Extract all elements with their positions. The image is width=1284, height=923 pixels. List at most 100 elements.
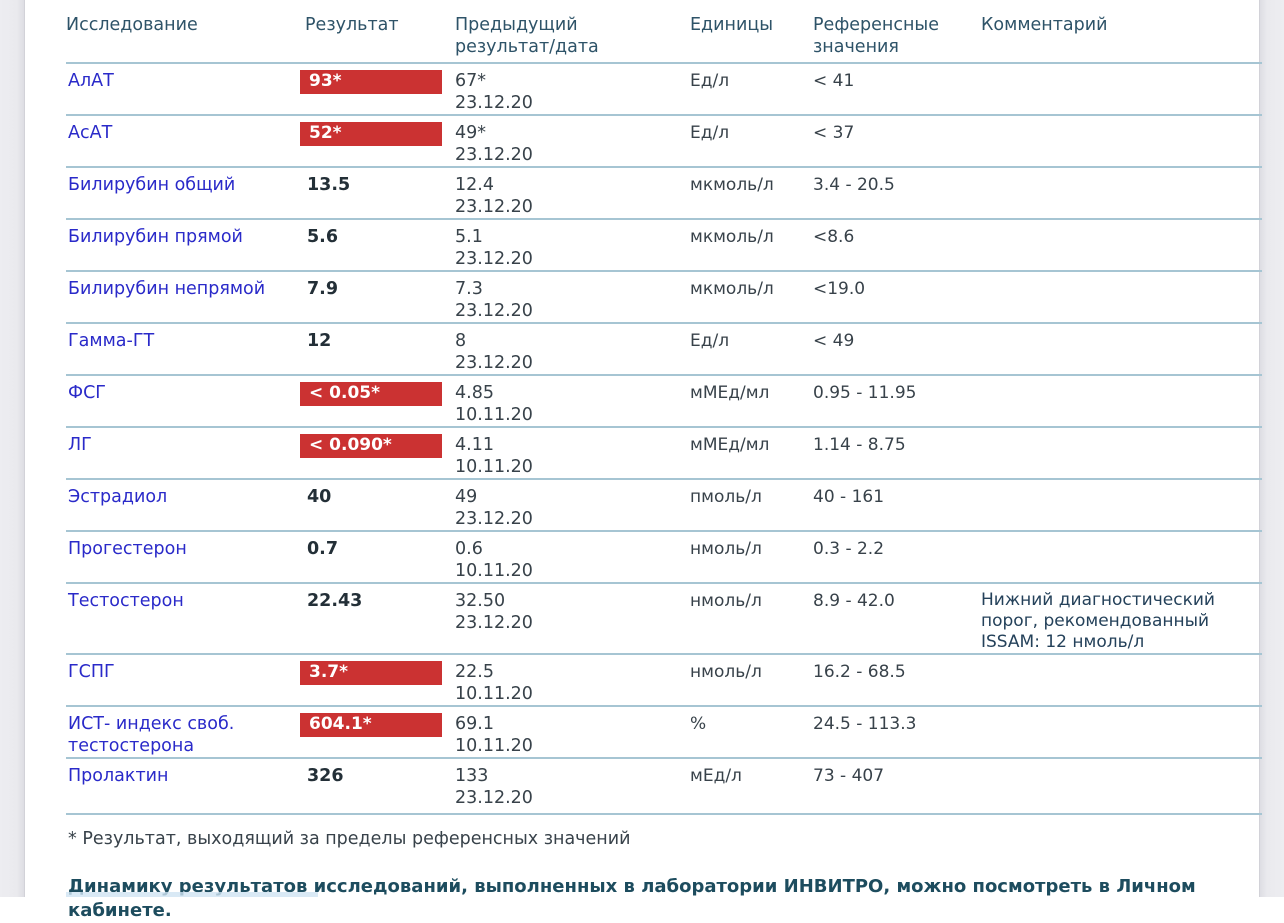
reference-range: 40 - 161	[813, 487, 885, 507]
test-name: Гамма-ГТ	[68, 331, 155, 351]
previous-result-value: 0.6	[455, 539, 483, 559]
reference-range: < 41	[813, 71, 855, 91]
page-margin-right	[1259, 0, 1284, 897]
table-row: Прогестерон 0.7 0.6 10.11.20 нмоль/л 0.3 - 2.…	[66, 530, 1262, 582]
comment-text	[981, 226, 1262, 270]
test-name: ФСГ	[68, 383, 106, 403]
table-row: Билирубин непрямой 7.9 7.3 23.12.20 мкмоль/л…	[66, 270, 1262, 322]
cut-off-highlight	[66, 892, 318, 897]
comment-text	[981, 434, 1262, 478]
previous-result-date: 10.11.20	[455, 457, 533, 477]
previous-result-date: 23.12.20	[455, 788, 533, 808]
dynamics-note: Динамику результатов исследований, выпол…	[68, 876, 1196, 921]
result-value-flagged: < 0.05*	[300, 382, 442, 406]
previous-result-date: 10.11.20	[455, 684, 533, 704]
previous-result-value: 12.4	[455, 175, 494, 195]
previous-result-date: 10.11.20	[455, 561, 533, 581]
result-value-flagged: < 0.090*	[300, 434, 442, 458]
previous-result-value: 69.1	[455, 714, 494, 734]
previous-result-value: 49	[455, 487, 478, 507]
previous-result-value: 22.5	[455, 662, 494, 682]
comment-text	[981, 486, 1262, 530]
comment-text	[981, 278, 1262, 322]
previous-result-date: 23.12.20	[455, 249, 533, 269]
reference-range: 8.9 - 42.0	[813, 591, 895, 611]
test-name: АсАТ	[68, 123, 113, 143]
comment-text	[981, 70, 1262, 114]
previous-result-cell: 49* 23.12.20	[455, 122, 690, 166]
comment-text	[981, 122, 1262, 166]
results-table-body: АлАТ 93* 67* 23.12.20 Ед/л < 41 АсАТ 52* 49* 23.1…	[66, 62, 1262, 815]
test-name: ЛГ	[68, 435, 92, 455]
previous-result-value: 7.3	[455, 279, 483, 299]
result-cell: 40	[305, 486, 455, 530]
previous-result-cell: 8 23.12.20	[455, 330, 690, 374]
units-value: Ед/л	[690, 331, 730, 351]
table-row: ГСПГ 3.7* 22.5 10.11.20 нмоль/л 16.2 - 68.5	[66, 653, 1262, 705]
reference-range: <8.6	[813, 227, 855, 247]
reference-range: 0.3 - 2.2	[813, 539, 885, 559]
comment-text: Нижний диагностический порог, рекомендов…	[981, 590, 1215, 652]
header-units: Единицы	[690, 15, 774, 35]
previous-result-date: 23.12.20	[455, 509, 533, 529]
comment-text	[981, 174, 1262, 218]
result-cell: 93*	[300, 70, 455, 114]
table-header-row: Исследование Результат Предыдущий резуль…	[66, 0, 1262, 62]
result-value-flagged: 93*	[300, 70, 442, 94]
previous-result-cell: 7.3 23.12.20	[455, 278, 690, 322]
reference-range: 3.4 - 20.5	[813, 175, 895, 195]
test-name: Билирубин общий	[68, 175, 236, 195]
test-name: ГСПГ	[68, 662, 115, 682]
comment-text	[981, 382, 1262, 426]
reference-range: 24.5 - 113.3	[813, 714, 917, 734]
result-cell: 12	[305, 330, 455, 374]
result-value: 0.7	[307, 539, 339, 559]
table-row: ФСГ < 0.05* 4.85 10.11.20 мМЕд/мл 0.95 - 11.9…	[66, 374, 1262, 426]
reference-range: <19.0	[813, 279, 866, 299]
previous-result-date: 23.12.20	[455, 353, 533, 373]
result-cell: 22.43	[305, 590, 455, 653]
reference-range: < 49	[813, 331, 855, 351]
reference-range: 0.95 - 11.95	[813, 383, 917, 403]
result-cell: 3.7*	[300, 661, 455, 705]
result-value: 22.43	[307, 591, 363, 611]
previous-result-cell: 67* 23.12.20	[455, 70, 690, 114]
table-row: Билирубин общий 13.5 12.4 23.12.20 мкмоль/л 3…	[66, 166, 1262, 218]
units-value: мкмоль/л	[690, 227, 774, 247]
previous-result-date: 23.12.20	[455, 301, 533, 321]
previous-result-date: 23.12.20	[455, 145, 533, 165]
previous-result-value: 8	[455, 331, 467, 351]
units-value: мкмоль/л	[690, 175, 774, 195]
previous-result-value: 4.85	[455, 383, 494, 403]
units-value: мкмоль/л	[690, 279, 774, 299]
previous-result-value: 5.1	[455, 227, 483, 247]
previous-result-cell: 4.85 10.11.20	[455, 382, 690, 426]
result-cell: 13.5	[305, 174, 455, 218]
previous-result-cell: 32.50 23.12.20	[455, 590, 690, 653]
previous-result-cell: 49 23.12.20	[455, 486, 690, 530]
test-name: Билирубин непрямой	[68, 279, 266, 299]
units-value: мМЕд/мл	[690, 383, 770, 403]
header-comment: Комментарий	[981, 15, 1108, 35]
table-row: Пролактин 326 133 23.12.20 мЕд/л 73 - 407	[66, 757, 1262, 815]
units-value: мЕд/л	[690, 766, 742, 786]
header-previous: Предыдущий результат/дата	[455, 15, 599, 57]
test-name: Прогестерон	[68, 539, 187, 559]
result-value: 5.6	[307, 227, 339, 247]
test-name: Пролактин	[68, 766, 169, 786]
previous-result-cell: 69.1 10.11.20	[455, 713, 690, 757]
header-result: Результат	[305, 15, 399, 35]
units-value: %	[690, 714, 707, 734]
comment-text	[981, 765, 1262, 809]
table-row: Тестостерон 22.43 32.50 23.12.20 нмоль/л 8.9 …	[66, 582, 1262, 653]
comment-text	[981, 661, 1262, 705]
result-value: 13.5	[307, 175, 351, 195]
test-name: Тестостерон	[68, 591, 184, 611]
result-cell: < 0.090*	[300, 434, 455, 478]
result-cell: 7.9	[305, 278, 455, 322]
result-value: 12	[307, 331, 332, 351]
previous-result-value: 133	[455, 766, 489, 786]
previous-result-cell: 12.4 23.12.20	[455, 174, 690, 218]
result-cell: 52*	[300, 122, 455, 166]
previous-result-date: 10.11.20	[455, 405, 533, 425]
